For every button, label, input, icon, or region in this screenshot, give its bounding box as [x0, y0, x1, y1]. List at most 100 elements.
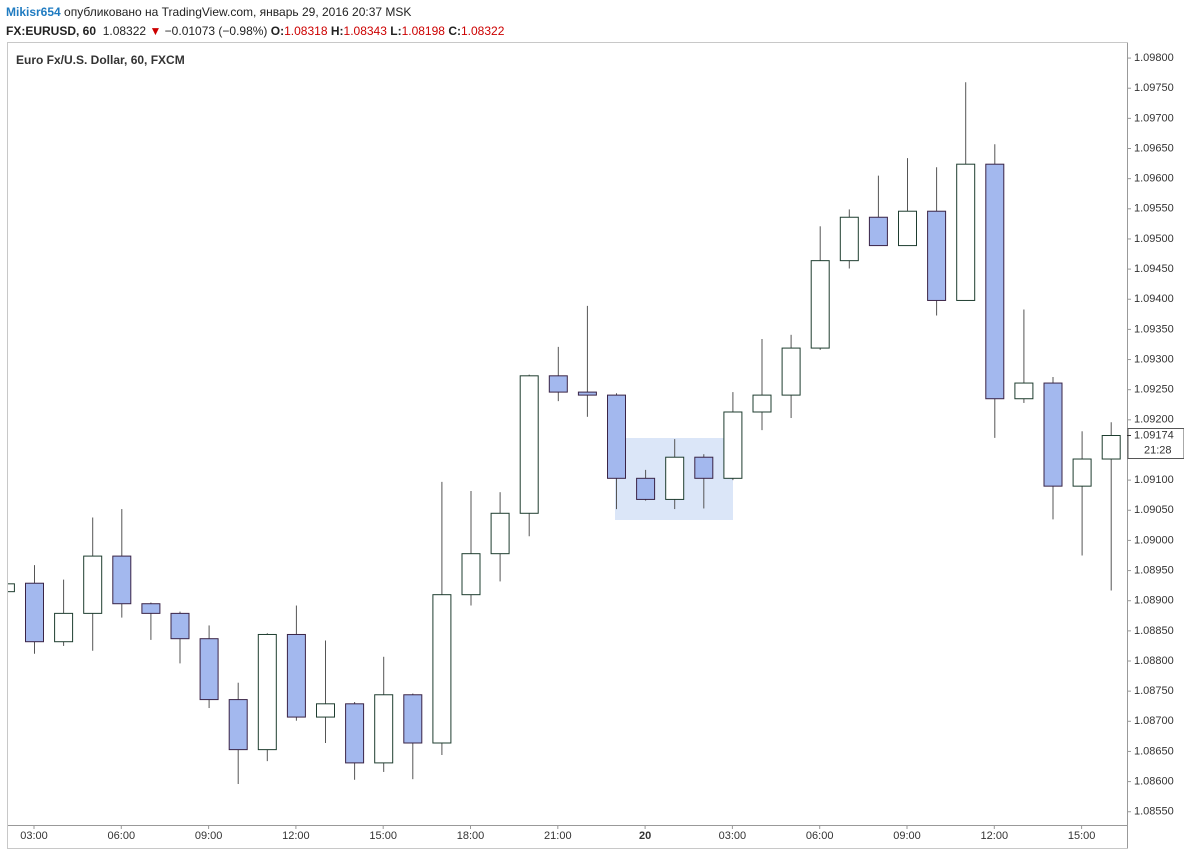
y-tick-label: 1.08950: [1134, 564, 1174, 576]
candle-up: [781, 347, 801, 396]
candle-down: [170, 612, 190, 640]
change: −0.01073 (−0.98%): [164, 24, 268, 38]
y-tick-label: 1.09600: [1134, 173, 1174, 185]
y-tick-label: 1.09200: [1134, 414, 1174, 426]
x-tick-label: 06:00: [108, 830, 136, 842]
x-tick-label: 03:00: [20, 830, 48, 842]
y-tick-label: 1.09700: [1134, 112, 1174, 124]
candle-down: [25, 582, 44, 643]
candle-up: [83, 555, 103, 614]
y-tick-label: 1.09100: [1134, 474, 1174, 486]
y-tick-label: 1.09550: [1134, 203, 1174, 215]
chart-frame: [7, 42, 1128, 849]
candle-down: [1043, 382, 1063, 487]
header: Mikisr654 опубликовано на TradingView.co…: [6, 3, 504, 41]
y-tick-label: 1.08900: [1134, 595, 1174, 607]
candle-down: [228, 699, 248, 751]
y-tick-label: 1.08600: [1134, 775, 1174, 787]
high-value: 1.08343: [343, 24, 387, 38]
x-tick-label: 15:00: [369, 830, 397, 842]
last-price-label: 1.09174: [1134, 429, 1174, 441]
high-label: H:: [330, 24, 344, 38]
x-tick-label: 09:00: [893, 830, 921, 842]
y-tick-label: 1.08750: [1134, 685, 1174, 697]
x-tick-label: 06:00: [806, 830, 834, 842]
candle-down: [345, 703, 365, 764]
candle-down: [286, 633, 306, 718]
y-tick-label: 1.09000: [1134, 534, 1174, 546]
published: опубликовано на TradingView.com, январь …: [64, 5, 412, 19]
candle-up: [839, 216, 859, 262]
candle-down: [636, 477, 656, 500]
candle-up: [1072, 458, 1092, 487]
chart-title: Euro Fx/U.S. Dollar, 60, FXCM: [16, 53, 185, 67]
candle-down: [199, 638, 219, 701]
y-tick-label: 1.09300: [1134, 353, 1174, 365]
candle-up: [898, 210, 917, 247]
candle-up: [1101, 435, 1121, 460]
author: Mikisr654: [6, 5, 61, 19]
candle-up: [752, 394, 772, 413]
low-value: 1.08198: [401, 24, 445, 38]
open-label: O:: [270, 24, 285, 38]
y-tick-label: 1.09650: [1134, 142, 1174, 154]
close-label: C:: [448, 24, 461, 38]
last-time-label: 21:28: [1144, 444, 1172, 456]
down-arrow: ▼: [149, 24, 162, 38]
candle-up: [665, 456, 685, 500]
low-label: L:: [390, 24, 402, 38]
close-value: 1.08322: [460, 24, 505, 38]
candle-down: [607, 394, 626, 479]
x-tick-label: 20: [639, 830, 651, 842]
y-tick-label: 1.08550: [1134, 806, 1174, 818]
x-tick-label: 12:00: [282, 830, 310, 842]
candle-up: [54, 612, 74, 643]
y-tick-label: 1.09350: [1134, 323, 1174, 335]
candle-up: [8, 583, 15, 593]
candle-up: [374, 694, 394, 764]
x-tick-label: 21:00: [544, 830, 572, 842]
candle-up: [1014, 382, 1034, 400]
x-tick-label: 09:00: [195, 830, 223, 842]
x-tick-label: 03:00: [719, 830, 747, 842]
candle-down: [927, 210, 947, 301]
y-tick-label: 1.09250: [1134, 384, 1174, 396]
candle-down: [403, 694, 423, 744]
candle-up: [810, 260, 830, 349]
candle-up: [461, 553, 481, 596]
candle-up: [432, 594, 452, 744]
y-tick-label: 1.08700: [1134, 715, 1174, 727]
x-tick-label: 18:00: [457, 830, 485, 842]
candle-up: [490, 512, 510, 555]
candle-down: [112, 555, 132, 605]
candle-up: [519, 375, 539, 514]
y-tick-label: 1.09750: [1134, 82, 1174, 94]
y-tick-label: 1.09050: [1134, 504, 1174, 516]
candle-up: [316, 703, 335, 718]
y-tick-label: 1.08650: [1134, 745, 1174, 757]
x-tick-label: 12:00: [981, 830, 1009, 842]
open-value: 1.08318: [284, 24, 328, 38]
candle-up: [257, 633, 277, 751]
candle-down: [141, 603, 161, 614]
header-line-2: FX:EURUSD, 60 1.08322 ▼ −0.01073 (−0.98%…: [6, 22, 504, 41]
candle-down: [985, 163, 1005, 400]
y-tick-label: 1.08850: [1134, 625, 1174, 637]
last-price-box: [1127, 428, 1184, 460]
y-tick-label: 1.09450: [1134, 263, 1174, 275]
header-line-1: Mikisr654 опубликовано на TradingView.co…: [6, 3, 504, 22]
plot-area: [8, 82, 1121, 785]
y-tick-label: 1.09400: [1134, 293, 1174, 305]
price: 1.08322: [102, 24, 147, 38]
symbol: FX:EURUSD, 60: [6, 24, 97, 38]
candle-up: [723, 411, 743, 479]
y-tick-label: 1.08800: [1134, 655, 1174, 667]
candle-down: [548, 375, 568, 393]
x-tick-label: 15:00: [1068, 830, 1096, 842]
y-tick-label: 1.09500: [1134, 233, 1174, 245]
candle-up: [956, 163, 976, 301]
y-tick-label: 1.09800: [1134, 52, 1174, 64]
candle-down: [694, 456, 714, 479]
